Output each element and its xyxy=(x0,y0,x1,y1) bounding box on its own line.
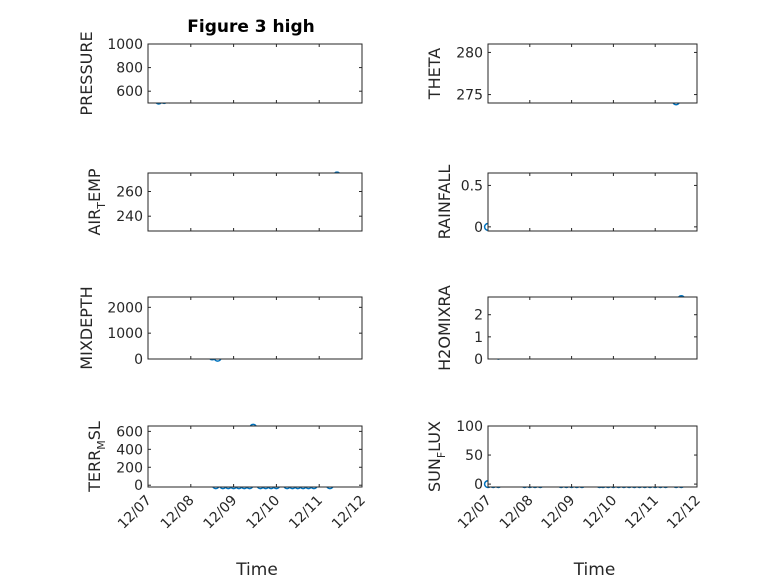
y-axis-label: TERRMSL xyxy=(85,421,108,493)
y-axis-label: PRESSURE xyxy=(77,31,96,115)
y-tick-label: 600 xyxy=(116,84,143,100)
axes-frame xyxy=(147,296,363,360)
y-tick-label: 800 xyxy=(116,61,143,77)
y-tick-label: 1000 xyxy=(107,37,143,53)
y-tick-label: 2 xyxy=(474,308,483,324)
subplot-air-temp: 240 260 AIRTEMP xyxy=(85,168,363,236)
y-axis-label: H2OMIXRA xyxy=(435,285,454,371)
subplot-h2omixra: 0 1 2 H2OMIXRA xyxy=(435,285,698,371)
subplot-pressure: 600 800 1000 PRESSURE xyxy=(77,31,363,116)
y-tick-label: 0 xyxy=(134,478,143,494)
y-tick-label: 600 xyxy=(116,424,143,440)
y-tick-label: 280 xyxy=(456,45,483,61)
y-axis-label: AIRTEMP xyxy=(85,168,108,235)
subplot-theta: 275 280 THETA xyxy=(425,43,698,106)
y-tick-label: 0 xyxy=(474,477,483,493)
y-tick-label: 1000 xyxy=(107,326,143,342)
axes-frame xyxy=(147,425,363,488)
y-axis-label: THETA xyxy=(425,48,444,100)
y-tick-label: 100 xyxy=(456,419,483,435)
y-tick-label: 200 xyxy=(116,460,143,476)
y-tick-label: 240 xyxy=(116,209,143,225)
y-tick-label: 0.5 xyxy=(461,178,483,194)
y-tick-label: 0 xyxy=(474,352,483,368)
y-tick-label: 400 xyxy=(116,442,143,458)
subplot-rainfall: 0 0.5 RAINFALL xyxy=(435,165,698,240)
subplot-mixdepth: 0 1000 2000 MIXDEPTH xyxy=(77,286,363,370)
axes-frame xyxy=(487,172,698,232)
axes-frame xyxy=(487,43,698,104)
y-axis-label: RAINFALL xyxy=(435,165,454,240)
figure-title: Figure 3 high xyxy=(187,17,315,37)
axes-frame xyxy=(487,425,698,488)
x-axis-label: Time xyxy=(235,560,278,580)
y-axis-label: MIXDEPTH xyxy=(77,286,96,369)
y-tick-label: 1 xyxy=(474,330,483,346)
y-tick-label: 50 xyxy=(465,448,483,464)
x-axis-label: Time xyxy=(573,560,616,580)
y-axis-label: SUNFLUX xyxy=(425,421,448,492)
y-tick-label: 0 xyxy=(134,352,143,368)
axes-frame xyxy=(487,296,698,360)
y-tick-label: 2000 xyxy=(107,300,143,316)
y-tick-label: 275 xyxy=(456,88,483,104)
y-tick-label: 0 xyxy=(474,220,483,236)
y-tick-label: 260 xyxy=(116,185,143,201)
axes-frame xyxy=(147,172,363,232)
axes-frame xyxy=(147,43,363,104)
